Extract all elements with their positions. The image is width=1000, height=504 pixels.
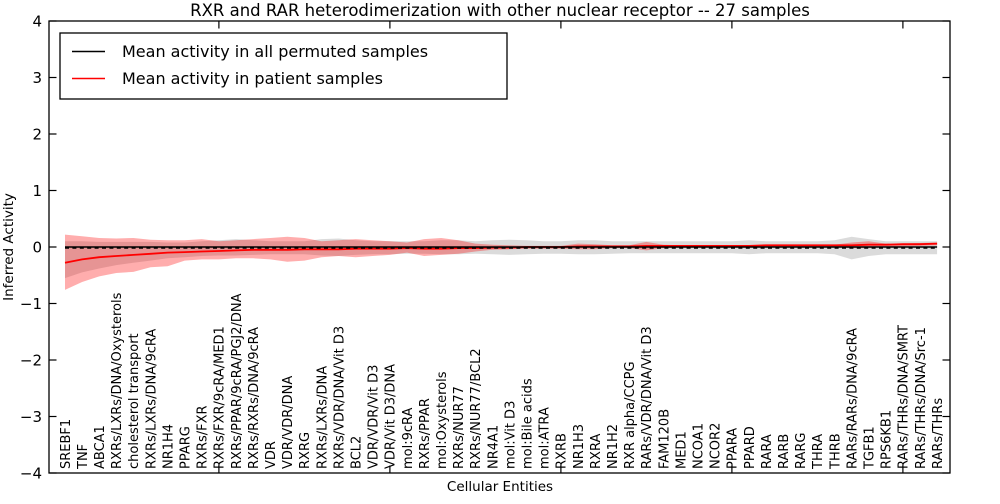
- x-tick-label: RXRs/FXR: [196, 405, 211, 469]
- x-tick-label: VDR/VDR/DNA: [281, 376, 296, 469]
- legend-label-patient: Mean activity in patient samples: [122, 69, 383, 88]
- y-tick-label: −3: [20, 408, 42, 426]
- x-tick-label: THRA: [811, 434, 826, 470]
- x-tick-label: RARs/RARs/DNA/9cRA: [845, 328, 860, 469]
- x-tick-label: RXR alpha/CCPG: [623, 361, 638, 469]
- x-axis-label: Cellular Entities: [447, 479, 553, 495]
- x-tick-label: RARB: [777, 434, 792, 469]
- x-tick-label: VDR/VDR/Vit D3: [367, 365, 382, 469]
- y-tick-label: 2: [32, 126, 42, 144]
- x-tick-label: NR4A1: [486, 425, 501, 469]
- x-tick-label: RXRs/NUR77: [452, 386, 467, 469]
- x-tick-label: SREBF1: [59, 419, 74, 469]
- x-tick-label: THRB: [828, 433, 843, 470]
- x-tick-label: NCOA1: [692, 423, 707, 469]
- x-tick-label: RXRs/NUR77/BCL2: [469, 348, 484, 469]
- x-tick-label: PPARG: [179, 426, 194, 469]
- x-tick-label: RXRA: [589, 434, 604, 469]
- y-tick-label: −2: [20, 352, 42, 370]
- x-tick-label: VDR/Vit D3/DNA: [384, 364, 399, 469]
- chart-title: RXR and RAR heterodimerization with othe…: [190, 1, 810, 20]
- x-tick-label: mol:Bile acids: [521, 378, 536, 469]
- x-tick-label: NR1H4: [161, 424, 176, 469]
- x-tick-label: PPARD: [743, 426, 758, 469]
- x-tick-label: RXRs/PPAR: [418, 398, 433, 469]
- x-tick-label: PPARA: [726, 428, 741, 469]
- x-tick-label: NR1H2: [606, 424, 621, 469]
- x-tick-label: mol:Vit D3: [503, 401, 518, 469]
- legend-box: [59, 32, 508, 100]
- x-tick-label: RXRs/LXRs/DNA/Oxysterols: [110, 292, 125, 469]
- x-tick-label: NCOR2: [709, 423, 724, 469]
- x-tick-label: RARs/THRs/DNA/SMRT: [897, 325, 912, 469]
- y-tick-label: −1: [20, 295, 42, 313]
- x-tick-label: mol:9cRA: [401, 407, 416, 469]
- x-tick-label: ABCA1: [93, 425, 108, 469]
- x-tick-label: RARA: [760, 434, 775, 469]
- x-tick-label: RXRs/LXRs/DNA: [315, 366, 330, 469]
- plot-border: [48, 20, 951, 474]
- x-tick-label: RARG: [794, 432, 809, 469]
- y-tick-label: 0: [32, 239, 42, 257]
- y-axis-label: Inferred Activity: [1, 193, 17, 301]
- x-tick-label: RXRB: [555, 433, 570, 469]
- legend-label-permuted: Mean activity in all permuted samples: [122, 42, 428, 61]
- y-tick-label: −4: [20, 465, 42, 483]
- x-tick-label: mol:ATRA: [538, 407, 553, 469]
- x-tick-label: TNF: [76, 444, 91, 470]
- x-tick-label: NR1H3: [572, 424, 587, 469]
- x-tick-label: cholesterol transport: [127, 333, 142, 469]
- y-tick-label: 1: [32, 182, 42, 200]
- x-tick-label: FAM120B: [657, 409, 672, 469]
- x-tick-label: TGFB1: [863, 426, 878, 470]
- x-tick-label: RXRs/LXRs/DNA/9cRA: [144, 329, 159, 469]
- x-tick-label: MED1: [674, 431, 689, 469]
- x-tick-label: RXRs/RXRs/DNA/9cRA: [247, 327, 262, 469]
- x-tick-label: RARs/THRs: [931, 398, 946, 469]
- legend: Mean activity in all permuted samples Me…: [59, 32, 508, 100]
- x-tick-label: VDR: [264, 441, 279, 469]
- y-tick-label: 4: [32, 13, 42, 31]
- x-tick-label: RARs/VDR/DNA/Vit D3: [640, 326, 655, 469]
- x-tick-label: RXRs/VDR/DNA/Vit D3: [332, 326, 347, 469]
- x-tick-label: RXRs/FXR/9cRA/MED1: [213, 326, 228, 469]
- x-tick-label: mol:Oxysterols: [435, 371, 450, 469]
- x-tick-label: RARs/THRs/DNA/Src-1: [914, 327, 929, 469]
- x-tick-label: BCL2: [350, 436, 365, 469]
- x-tick-label: RPS6KB1: [880, 410, 895, 469]
- x-tick-label: RXRs/PPAR/9cRA/PGJ2/DNA: [230, 293, 245, 469]
- y-tick-label: 3: [32, 69, 42, 87]
- x-tick-label: RXRG: [298, 432, 313, 469]
